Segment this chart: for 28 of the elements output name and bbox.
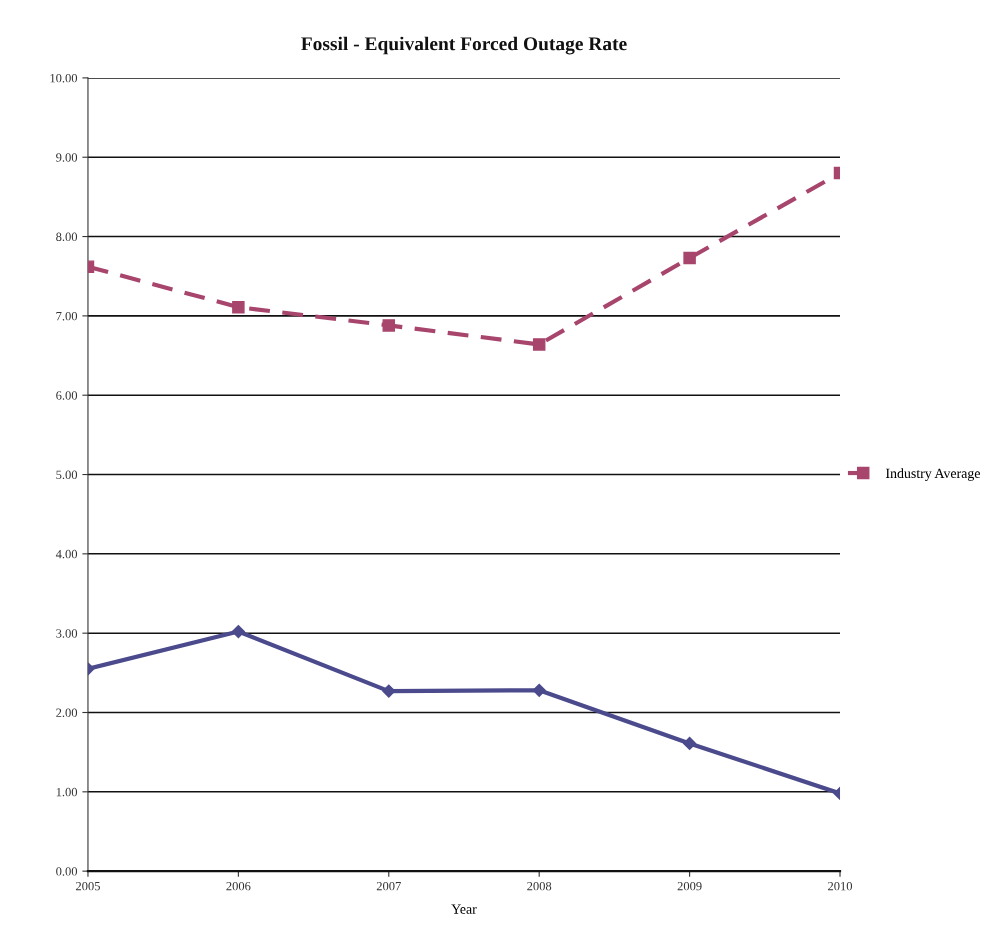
y-tick-label: 3.00 bbox=[56, 629, 78, 638]
point bbox=[382, 319, 396, 332]
point bbox=[382, 684, 396, 698]
y-tick-label: 0.00 bbox=[56, 867, 78, 876]
legend-label: Industry Average bbox=[885, 468, 980, 481]
x-tick-label: 2005 bbox=[76, 881, 100, 891]
y-tick-label: 7.00 bbox=[56, 311, 78, 321]
point bbox=[683, 251, 696, 265]
point bbox=[683, 736, 697, 751]
y-tick-label: 5.00 bbox=[56, 470, 78, 480]
y-tick-label: 4.00 bbox=[55, 549, 78, 559]
point bbox=[532, 683, 546, 697]
y-tick-label: 10.00 bbox=[50, 73, 78, 83]
x-tick-label: 2006 bbox=[226, 881, 251, 891]
x-tick-label: 2009 bbox=[677, 881, 702, 891]
x-tick-label: 2008 bbox=[527, 881, 552, 891]
x-tick-label: 2007 bbox=[376, 881, 401, 891]
y-tick-label: 8.00 bbox=[56, 232, 78, 242]
point bbox=[232, 300, 245, 314]
y-tick-label: 9.00 bbox=[56, 153, 78, 162]
y-tick-label: 6.00 bbox=[56, 391, 78, 400]
y-tick-label: 2.00 bbox=[56, 708, 78, 718]
point bbox=[231, 625, 245, 639]
x-tick-label: 2010 bbox=[828, 881, 853, 891]
point bbox=[532, 338, 546, 351]
chart-title: Fossil - Equivalent Forced Outage Rate bbox=[301, 36, 627, 55]
y-tick-label: 1.00 bbox=[56, 787, 78, 797]
x-axis-title: Year bbox=[451, 904, 477, 914]
